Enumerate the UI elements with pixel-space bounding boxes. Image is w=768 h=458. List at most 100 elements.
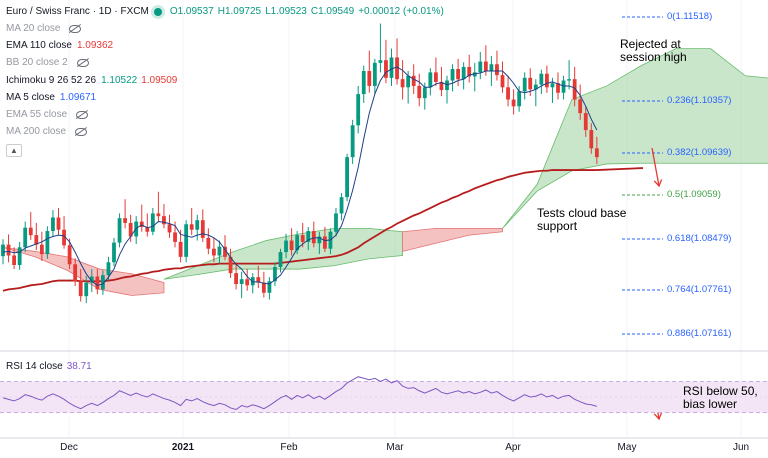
annotation-rsi: RSI below 50, bias lower xyxy=(683,385,758,411)
annotation-rsi-line1: RSI below 50, xyxy=(683,384,758,398)
rsi-title[interactable]: RSI 14 close xyxy=(6,361,63,372)
fib-level-label: 0.382(1.09639) xyxy=(667,147,732,158)
down-arrow-price xyxy=(651,147,660,187)
collapse-legend-button[interactable]: ▲ xyxy=(6,144,22,158)
candle-body xyxy=(450,68,455,81)
eye-crossed-icon[interactable] xyxy=(76,111,89,120)
eye-crossed-icon[interactable] xyxy=(76,59,89,68)
candle-body xyxy=(1,244,5,257)
candle-body xyxy=(406,75,411,88)
candle-body xyxy=(228,256,233,274)
candle-body xyxy=(522,77,527,92)
candle-body xyxy=(361,71,366,95)
candle-body xyxy=(78,281,83,297)
annotation-rejected-line2: session high xyxy=(620,50,687,64)
annotation-rsi-line2: bias lower xyxy=(683,397,738,411)
candle-body xyxy=(128,222,133,237)
indicator-value: 1.09509 xyxy=(141,74,178,86)
indicator-row-ma-20[interactable]: MA 20 close xyxy=(6,20,448,37)
candle-body xyxy=(311,231,316,244)
indicator-row-bb-20[interactable]: BB 20 close 2 xyxy=(6,55,448,72)
candle-body xyxy=(478,61,483,73)
annotation-cloud-line2: support xyxy=(537,219,578,233)
candle-body xyxy=(350,125,355,158)
indicator-list: MA 20 close EMA 110 close 1.09362 BB 20 clo… xyxy=(6,20,448,141)
indicator-row-ma-200[interactable]: MA 200 close xyxy=(6,124,448,141)
candle-body xyxy=(583,113,588,131)
ema-110-extension xyxy=(596,167,644,171)
candle-body xyxy=(367,71,372,86)
candle-body xyxy=(284,240,288,253)
candle-body xyxy=(356,94,361,126)
candle-body xyxy=(51,217,55,232)
ichimoku-cloud-bear xyxy=(2,246,165,296)
candle-body xyxy=(556,83,560,93)
rsi-value: 38.71 xyxy=(66,361,92,372)
candle-body xyxy=(95,276,100,290)
candle-body xyxy=(306,231,311,242)
candle-body xyxy=(117,218,122,243)
candle-body xyxy=(206,237,211,249)
ma-5-line xyxy=(2,66,598,286)
candle-body xyxy=(239,279,244,284)
candle-body xyxy=(411,75,416,86)
candle-body xyxy=(472,72,477,77)
indicator-row-ichimoku[interactable]: Ichimoku 9 26 52 26 1.10522 1.09509 xyxy=(6,72,448,89)
x-tick-label: Mar xyxy=(386,442,404,453)
candle-body xyxy=(550,83,555,88)
candle-body xyxy=(267,281,272,293)
candle-body xyxy=(572,79,577,100)
candle-body xyxy=(561,80,566,93)
candle-body xyxy=(439,81,444,91)
symbol-row: Euro / Swiss Franc · 1D · FXCM O1.09537 … xyxy=(6,4,448,20)
eye-crossed-icon[interactable] xyxy=(75,128,88,137)
candle-body xyxy=(17,247,22,265)
fib-level-label: 0.236(1.10357) xyxy=(667,95,732,106)
candle-body xyxy=(256,277,261,283)
x-tick-label: Jun xyxy=(732,442,750,453)
x-tick-label: 2021 xyxy=(171,442,195,453)
x-tick-label: May xyxy=(617,442,637,453)
candle-body xyxy=(545,73,549,88)
candle-body xyxy=(12,255,16,265)
candle-body xyxy=(156,213,161,217)
candle-body xyxy=(101,275,105,290)
indicator-label: EMA 110 close xyxy=(6,39,72,51)
candle-body xyxy=(567,79,571,81)
candle-body xyxy=(506,87,510,100)
candle-body xyxy=(395,57,399,80)
x-tick-label: Apr xyxy=(505,442,521,453)
candle-body xyxy=(461,66,466,80)
candle-body xyxy=(34,235,39,245)
indicator-row-ema-55[interactable]: EMA 55 close xyxy=(6,106,448,123)
indicator-row-ma-5[interactable]: MA 5 close 1.09671 xyxy=(6,89,448,106)
candle-body xyxy=(189,224,194,230)
candle-body xyxy=(139,221,144,228)
candle-body xyxy=(45,231,50,255)
indicator-row-ema-110[interactable]: EMA 110 close 1.09362 xyxy=(6,37,448,54)
candle-body xyxy=(84,282,89,297)
annotation-rejected: Rejected at session high xyxy=(620,38,687,64)
candle-body xyxy=(345,157,349,198)
candle-body xyxy=(67,245,72,265)
candle-body xyxy=(300,235,305,242)
candle-body xyxy=(56,217,61,230)
ichimoku-cloud-bull xyxy=(502,48,768,229)
candle-body xyxy=(217,246,222,256)
close-value: C1.09549 xyxy=(310,6,355,17)
candle-body xyxy=(400,79,405,88)
low-value: L1.09523 xyxy=(265,6,307,17)
candle-body xyxy=(339,197,344,214)
candle-body xyxy=(500,75,505,88)
candle-body xyxy=(317,236,322,244)
ichimoku-cloud-bear xyxy=(402,227,503,252)
candle-body xyxy=(594,148,599,158)
eye-crossed-icon[interactable] xyxy=(69,24,82,33)
candle-body xyxy=(445,80,449,91)
candle-body xyxy=(145,227,150,232)
annotation-rejected-line1: Rejected at xyxy=(620,37,681,51)
symbol-title[interactable]: Euro / Swiss Franc · 1D · FXCM xyxy=(6,6,149,17)
candle-body xyxy=(539,73,544,85)
candle-body xyxy=(289,240,294,251)
candle-body xyxy=(334,213,338,232)
